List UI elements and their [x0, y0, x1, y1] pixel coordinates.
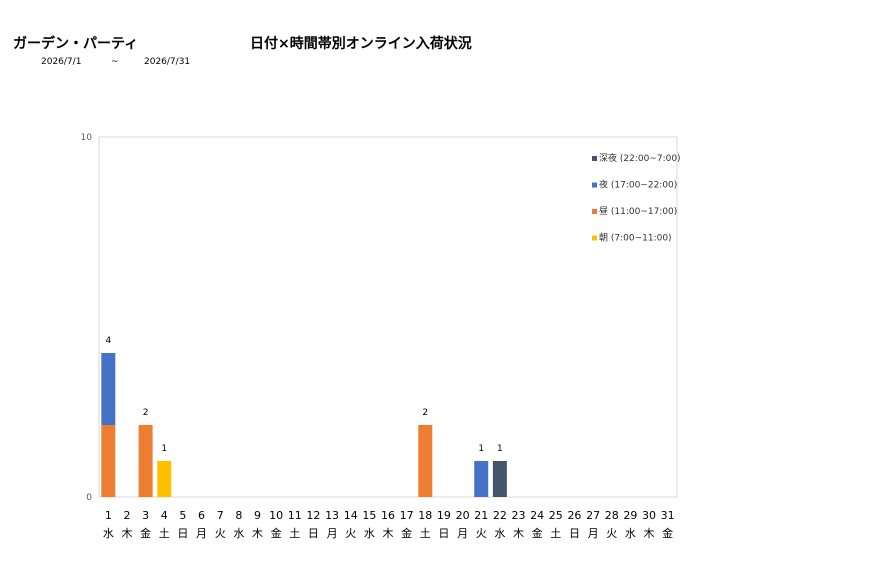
x-tick-weekday: 土	[420, 527, 431, 540]
period-separator: ~	[111, 57, 119, 67]
x-tick-weekday: 水	[625, 527, 636, 540]
x-tick-day: 5	[179, 509, 186, 522]
x-tick-weekday: 月	[588, 527, 599, 540]
x-tick-weekday: 火	[215, 527, 226, 540]
x-tick-weekday: 木	[383, 527, 394, 540]
data-label: 1	[478, 444, 484, 454]
x-tick-weekday: 木	[252, 527, 263, 540]
x-tick-day: 12	[306, 509, 320, 522]
x-tick-weekday: 日	[569, 527, 580, 540]
x-tick-weekday: 水	[364, 527, 375, 540]
x-tick-day: 9	[254, 509, 261, 522]
bar-segment	[101, 353, 116, 425]
x-tick-day: 27	[586, 509, 600, 522]
store-name: ガーデン・パーティ	[13, 36, 139, 52]
y-tick-label: 10	[81, 133, 93, 143]
x-tick-weekday: 土	[159, 527, 170, 540]
x-tick-day: 30	[642, 509, 656, 522]
x-tick-weekday: 火	[345, 527, 356, 540]
x-tick-weekday: 水	[494, 527, 505, 540]
x-tick-weekday: 土	[550, 527, 561, 540]
legend-swatch	[592, 182, 597, 188]
legend-label: 深夜 (22:00~7:00)	[599, 152, 681, 164]
x-tick-day: 23	[512, 509, 526, 522]
x-tick-day: 8	[235, 509, 242, 522]
legend-label: 昼 (11:00~17:00)	[599, 206, 677, 217]
x-tick-weekday: 木	[644, 527, 655, 540]
plot-area-frame	[98, 136, 678, 498]
data-label: 1	[497, 444, 503, 454]
legend-label: 夜 (17:00~22:00)	[599, 179, 677, 191]
x-tick-weekday: 金	[401, 526, 412, 540]
x-tick-weekday: 火	[476, 527, 487, 540]
x-tick-day: 11	[288, 509, 302, 522]
x-tick-weekday: 金	[662, 526, 673, 540]
data-label: 2	[422, 408, 428, 418]
x-tick-day: 17	[400, 509, 414, 522]
x-tick-day: 19	[437, 509, 451, 522]
bar-segment	[157, 461, 172, 497]
x-tick-weekday: 水	[103, 527, 114, 540]
x-tick-day: 31	[661, 509, 675, 522]
x-tick-weekday: 月	[196, 527, 207, 540]
x-tick-weekday: 水	[233, 527, 244, 540]
x-tick-day: 7	[217, 509, 224, 522]
bar-segment	[101, 425, 116, 497]
x-tick-day: 26	[567, 509, 581, 522]
x-tick-day: 29	[623, 509, 637, 522]
period-end: 2026/7/31	[144, 57, 191, 67]
x-tick-day: 25	[549, 509, 563, 522]
x-tick-weekday: 金	[140, 526, 151, 540]
x-tick-day: 1	[105, 509, 112, 522]
data-label: 4	[105, 336, 111, 346]
x-tick-day: 15	[362, 509, 376, 522]
legend-label: 朝 (7:00~11:00)	[599, 233, 672, 244]
x-tick-day: 6	[198, 509, 205, 522]
x-tick-weekday: 月	[327, 527, 338, 540]
period-start: 2026/7/1	[41, 57, 82, 67]
bar-segment	[138, 425, 153, 497]
x-tick-day: 28	[605, 509, 619, 522]
bar-segment	[492, 461, 507, 497]
x-tick-weekday: 土	[289, 527, 300, 540]
x-tick-weekday: 日	[177, 527, 188, 540]
x-tick-weekday: 金	[271, 526, 282, 540]
x-tick-weekday: 日	[438, 527, 449, 540]
x-tick-weekday: 月	[457, 527, 468, 540]
x-tick-day: 18	[418, 509, 432, 522]
x-tick-day: 10	[269, 509, 283, 522]
bar-segment	[418, 425, 433, 497]
x-tick-weekday: 日	[308, 527, 319, 540]
x-tick-day: 3	[142, 509, 149, 522]
x-tick-weekday: 火	[606, 527, 617, 540]
legend-swatch	[592, 156, 597, 161]
y-tick-label: 0	[86, 493, 92, 503]
x-tick-day: 4	[161, 509, 168, 522]
x-tick-weekday: 木	[513, 527, 524, 540]
x-tick-day: 14	[344, 509, 358, 522]
legend-swatch	[592, 209, 597, 214]
x-tick-day: 22	[493, 509, 507, 522]
x-tick-day: 21	[474, 509, 488, 522]
x-tick-day: 20	[456, 509, 470, 522]
x-tick-day: 24	[530, 509, 544, 522]
x-tick-day: 13	[325, 509, 339, 522]
data-label: 1	[161, 444, 167, 454]
x-tick-weekday: 木	[121, 527, 132, 540]
x-tick-weekday: 金	[532, 526, 543, 540]
x-tick-day: 16	[381, 509, 395, 522]
legend-swatch	[592, 235, 597, 241]
x-tick-day: 2	[123, 509, 130, 522]
bar-segment	[474, 461, 489, 497]
chart-title: 日付×時間帯別オンライン入荷状況	[250, 36, 472, 52]
data-label: 2	[143, 408, 149, 418]
